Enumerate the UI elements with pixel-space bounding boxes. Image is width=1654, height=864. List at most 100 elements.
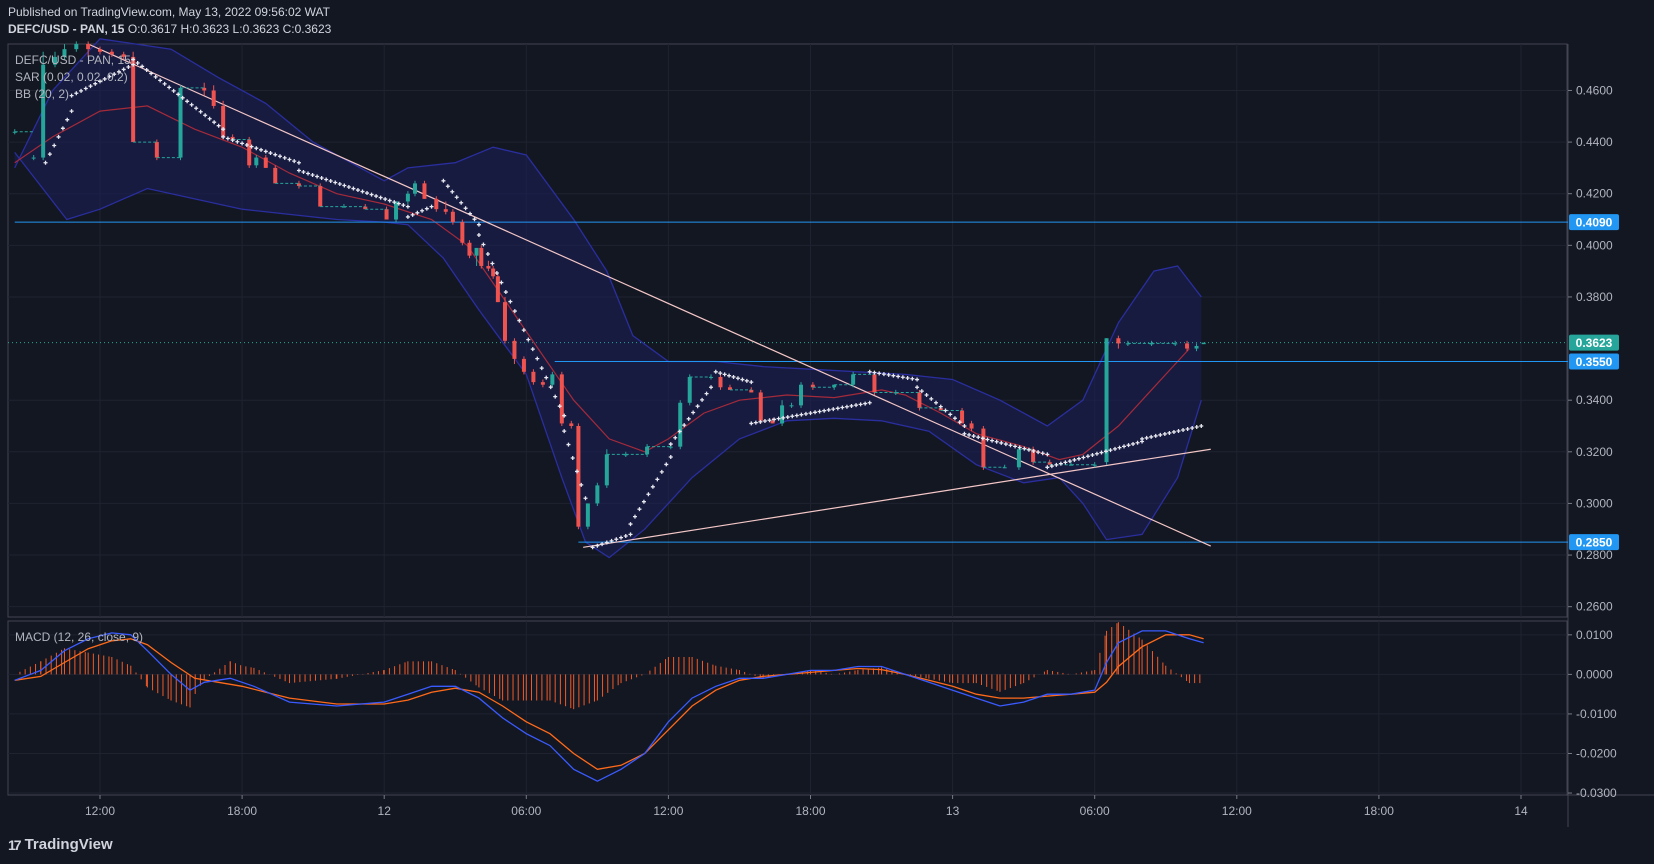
candle-body — [1201, 342, 1206, 345]
candle-body — [521, 358, 526, 372]
sar-dot — [1153, 433, 1158, 438]
sar-dot — [1126, 443, 1131, 448]
sar-dot — [225, 136, 230, 141]
candle-body — [969, 423, 974, 429]
sar-dot — [282, 155, 287, 160]
sar-dot — [180, 95, 185, 100]
sar-dot — [1094, 451, 1099, 456]
candle-body — [296, 183, 301, 186]
y-tick-label: 0.2800 — [1576, 548, 1613, 562]
published-caption: Published on TradingView.com, May 13, 20… — [8, 5, 330, 19]
sar-dot — [548, 385, 553, 390]
sar-dot — [767, 418, 772, 423]
candle-body — [810, 384, 815, 388]
candle-body — [434, 198, 439, 210]
legend-bb[interactable]: BB (20, 2) — [15, 87, 70, 101]
sar-dot — [43, 160, 48, 165]
candle-body — [678, 402, 683, 447]
sar-dot — [203, 113, 208, 118]
sar-dot — [646, 492, 651, 497]
current-price-label-bg — [1569, 334, 1619, 351]
sar-dot — [1113, 446, 1117, 451]
sar-dot — [659, 469, 664, 474]
sar-dot — [396, 201, 401, 206]
sar-dot — [1045, 465, 1050, 470]
sar-dot — [1131, 441, 1136, 446]
sar-dot — [273, 152, 278, 157]
candle-body — [645, 446, 650, 455]
sar-dot — [994, 439, 999, 444]
sar-dot — [1022, 446, 1027, 451]
sar-dot — [817, 409, 822, 414]
legend-sar[interactable]: SAR (0.02, 0.02, 0.2) — [15, 70, 128, 84]
sar-dot — [557, 404, 562, 409]
sar-dot — [691, 410, 696, 415]
sar-dot — [1135, 440, 1140, 445]
sar-dot — [1090, 453, 1095, 458]
candle-body — [799, 384, 804, 406]
ohlc-values: O:0.3617 H:0.3623 L:0.3623 C:0.3623 — [127, 22, 332, 36]
sar-dot — [378, 195, 383, 200]
sar-dot — [1045, 452, 1050, 457]
candle-body — [938, 407, 943, 411]
sar-dot — [583, 496, 588, 501]
sar-dot — [259, 147, 264, 152]
trendline — [583, 448, 1211, 548]
sar-dot — [468, 211, 473, 216]
sar-dot — [254, 146, 259, 151]
sar-dot — [785, 415, 790, 420]
sar-dot — [835, 406, 840, 411]
candle-body — [131, 56, 136, 143]
tradingview-logo-icon: 17 — [8, 836, 22, 853]
candle-body — [1194, 345, 1199, 349]
y-tick-label: 0.4400 — [1576, 135, 1613, 149]
candle-body — [550, 374, 555, 385]
x-tick-label: 18:00 — [227, 804, 257, 818]
sar-dot — [1167, 430, 1172, 435]
sar-dot — [891, 373, 896, 378]
sar-dot — [342, 183, 347, 188]
legend-symbol[interactable]: DEFC/USD - PAN, 15 — [15, 53, 131, 67]
sar-dot — [112, 72, 117, 77]
sar-dot — [664, 462, 669, 467]
sar-dot — [686, 416, 691, 421]
sar-dot — [383, 197, 388, 202]
sar-dot — [677, 429, 682, 434]
candle-body — [668, 446, 673, 448]
sar-dot — [590, 545, 595, 550]
tradingview-logo[interactable]: 17 TradingView — [8, 836, 113, 853]
trendline — [87, 43, 1211, 547]
sar-dot — [445, 184, 450, 189]
sar-dot — [574, 469, 579, 474]
sar-dot — [450, 189, 455, 194]
sar-dot — [1185, 426, 1190, 431]
sar-dot — [171, 88, 176, 93]
y-tick-label: 0.4200 — [1576, 187, 1613, 201]
sar-dot — [808, 411, 813, 416]
sar-dot — [722, 372, 727, 377]
sar-dot — [628, 532, 633, 537]
macd-y-tick-label: 0.0100 — [1576, 628, 1613, 642]
sar-dot — [813, 410, 818, 415]
sar-dot — [503, 290, 508, 295]
sar-dot — [401, 203, 406, 208]
sar-dot — [1026, 447, 1031, 452]
sar-dot — [526, 337, 531, 342]
sar-dot — [135, 60, 140, 65]
sar-dot — [1176, 428, 1181, 433]
sar-dot — [962, 424, 967, 428]
sar-dot — [619, 535, 624, 540]
sar-dot — [919, 389, 924, 394]
candle-body — [474, 247, 479, 256]
candle-body — [254, 157, 259, 166]
sar-dot — [790, 414, 795, 419]
candle-body — [512, 340, 517, 359]
y-tick-label: 0.3200 — [1576, 445, 1613, 459]
sar-dot — [718, 371, 723, 376]
sar-dot — [957, 420, 962, 425]
sar-dot — [700, 397, 705, 402]
sar-dot — [910, 376, 915, 381]
legend-macd[interactable]: MACD (12, 26, close, 9) — [15, 630, 144, 644]
sar-dot — [1063, 460, 1068, 465]
